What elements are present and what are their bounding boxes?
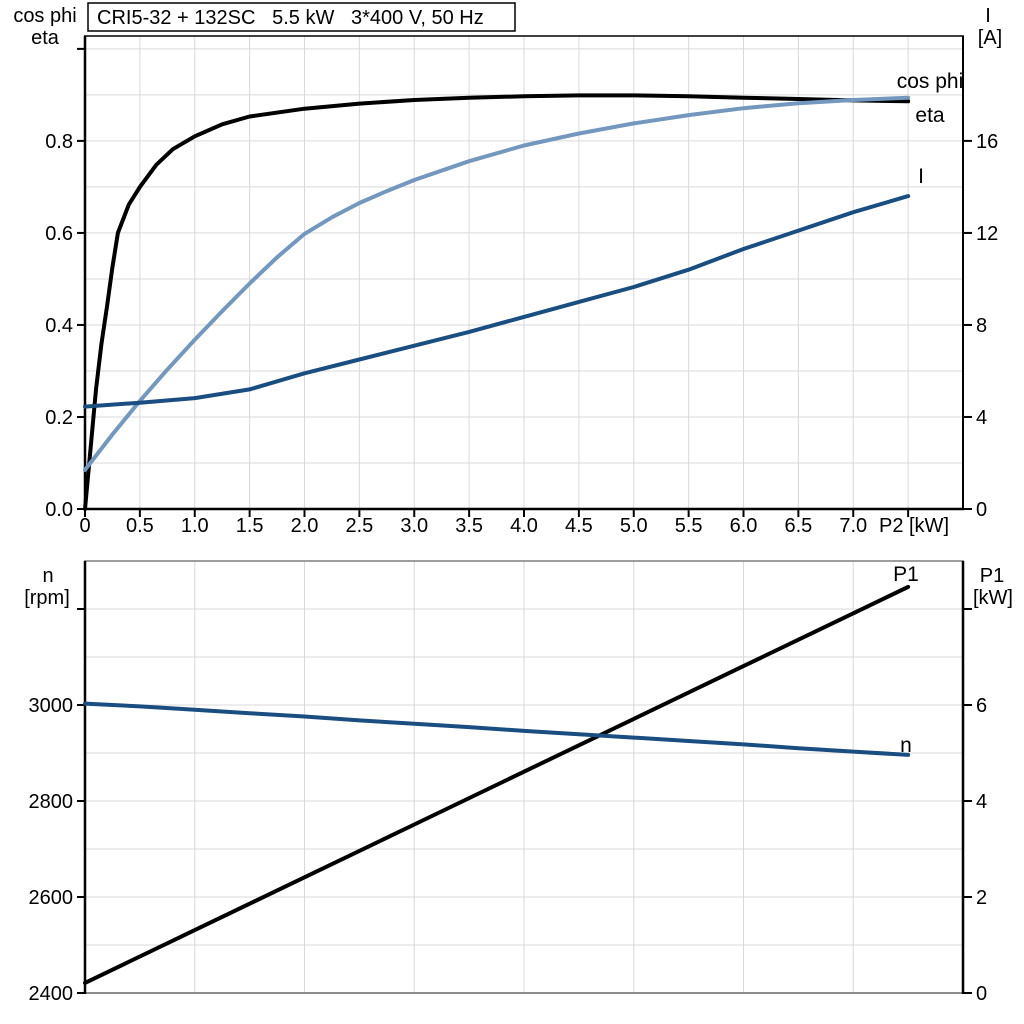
top-x-axis-tick-label: 4.0 [510, 515, 538, 537]
top-x-axis-tick-label: 2.5 [345, 515, 373, 537]
top-left-axis-header-cosphi: cos phi [13, 5, 76, 27]
tick-label-layer: 0 0.5 1.0 1.5 2.0 2.5 3.0 3.5 4.0 4.5 5.0 5.5 6.0 6.5… [29, 131, 999, 1005]
top-x-axis-tick-label: 0.5 [126, 515, 154, 537]
speed-curve [83, 701, 911, 757]
bottom-right-axis-tick-label: 2 [976, 887, 987, 909]
bottom-right-axis-header-p1: P1 [980, 565, 1004, 587]
top-x-axis-tick-label: 1.5 [236, 515, 264, 537]
top-x-axis-tick-label: 5.0 [620, 515, 648, 537]
bottom-right-axis-tick-label: 0 [976, 983, 987, 1005]
bottom-left-axis-tick-label: 2800 [29, 791, 74, 813]
top-x-axis-tick-label: 6.5 [784, 515, 812, 537]
top-left-axis-tick-label: 0.0 [45, 499, 73, 521]
top-x-axis-tick-label: 3.0 [400, 515, 428, 537]
top-left-axis-header-eta: eta [31, 27, 60, 49]
current-curve-label: I [918, 165, 924, 188]
top-x-axis-tick-label: 3.5 [455, 515, 483, 537]
x-axis-unit-label: P2 [kW] [879, 515, 949, 537]
bottom-left-axis-tick-label: 3000 [29, 695, 74, 717]
cos-phi-curve-label: cos phi [897, 70, 964, 93]
bottom-right-axis-header-unit-kw: [kW] [973, 587, 1013, 609]
axes-layer [77, 35, 972, 994]
bottom-right-axis-tick-label: 6 [976, 695, 987, 717]
curves-layer: eta cos phi I P1 n [83, 70, 964, 985]
bottom-right-axis-tick-label: 4 [976, 791, 987, 813]
chart-title: CRI5-32 + 132SC 5.5 kW 3*400 V, 50 Hz [87, 2, 516, 32]
top-left-axis-tick-label: 0.6 [45, 223, 73, 245]
top-x-axis-tick-label: 7.0 [839, 515, 867, 537]
top-right-axis-tick-label: 4 [976, 407, 987, 429]
bottom-left-axis-header-n: n [42, 565, 53, 587]
top-x-axis-tick-label: 2.0 [291, 515, 319, 537]
bottom-left-axis-tick-label: 2400 [29, 983, 74, 1005]
top-x-axis-tick-label: 6.0 [730, 515, 758, 537]
cos-phi-curve [83, 95, 911, 472]
gridline-layer [85, 36, 963, 993]
top-x-axis-tick-label: 1.0 [181, 515, 209, 537]
top-right-axis-tick-label: 8 [976, 315, 987, 337]
top-right-axis-tick-label: 0 [976, 499, 987, 521]
top-left-axis-tick-label: 0.2 [45, 407, 73, 429]
eta-curve-label: eta [915, 104, 945, 127]
p1-curve-label: P1 [893, 563, 919, 586]
top-right-axis-tick-label: 12 [976, 223, 998, 245]
speed-curve-label: n [900, 734, 912, 757]
top-x-axis-tick-label: 5.5 [675, 515, 703, 537]
current-curve [83, 194, 911, 409]
top-left-axis-tick-label: 0.4 [45, 315, 73, 337]
top-right-axis-tick-label: 16 [976, 131, 998, 153]
top-x-axis-tick-label: 4.5 [565, 515, 593, 537]
title-box [87, 2, 516, 32]
bottom-left-axis-tick-label: 2600 [29, 887, 74, 909]
p1-curve [83, 584, 911, 985]
top-right-axis-header-unit-a: [A] [978, 27, 1002, 49]
top-right-axis-header-i: I [985, 5, 991, 27]
top-x-axis-tick-label: 0 [79, 515, 90, 537]
bottom-left-axis-header-unit-rpm: [rpm] [24, 587, 70, 609]
title-text: CRI5-32 + 132SC 5.5 kW 3*400 V, 50 Hz [97, 7, 484, 29]
top-left-axis-tick-label: 0.8 [45, 131, 73, 153]
eta-curve [83, 93, 911, 511]
